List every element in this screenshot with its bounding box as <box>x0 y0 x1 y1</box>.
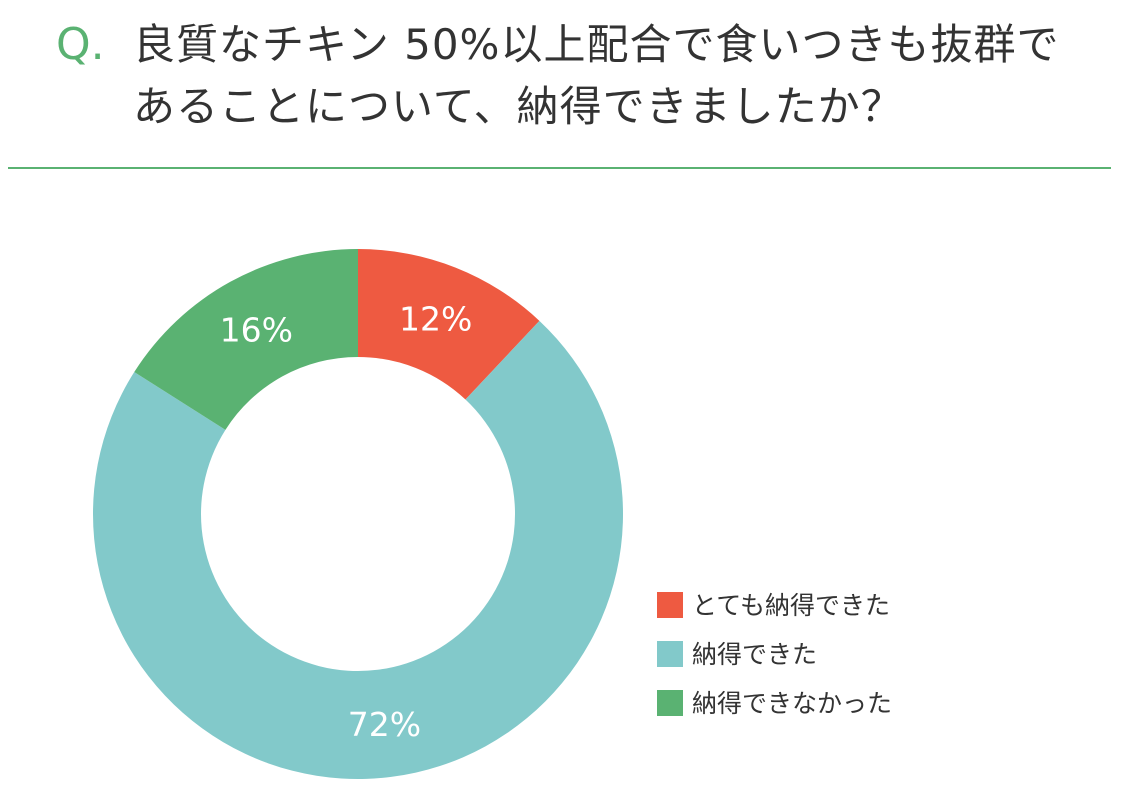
legend-label: とても納得できた <box>692 591 890 620</box>
question-label: Q. <box>56 19 105 70</box>
title-rule <box>8 167 1111 169</box>
value-label: 72% <box>348 705 421 744</box>
value-label: 16% <box>220 311 293 350</box>
legend-swatch <box>657 641 683 667</box>
legend-swatch <box>657 690 683 716</box>
donut-slice <box>134 249 358 430</box>
donut-slice <box>92 320 623 779</box>
legend-label: 納得できなかった <box>692 689 892 718</box>
chart-title: 良質なチキン 50%以上配合で食いつきも抜群であることについて、納得できましたか… <box>133 20 1060 131</box>
donut-slice <box>358 249 540 400</box>
value-label: 12% <box>399 299 472 338</box>
legend-swatch <box>657 592 683 618</box>
legend-label: 納得できた <box>692 640 817 669</box>
